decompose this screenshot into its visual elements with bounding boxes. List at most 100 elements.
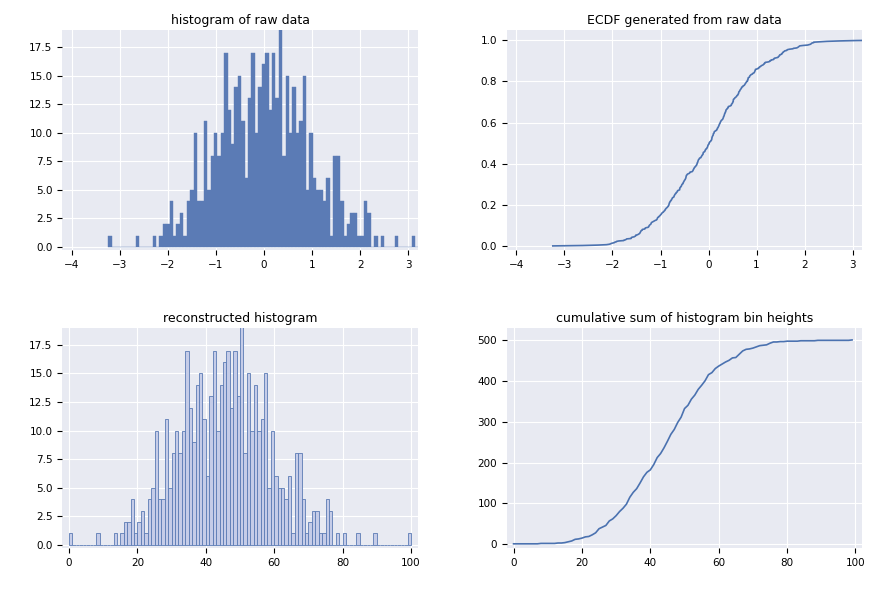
Bar: [354, 213, 357, 247]
Bar: [200, 201, 204, 247]
Bar: [136, 235, 139, 247]
Bar: [333, 156, 337, 247]
Bar: [168, 488, 172, 545]
Bar: [166, 224, 170, 247]
Bar: [296, 133, 300, 247]
Bar: [347, 224, 350, 247]
Bar: [285, 76, 289, 247]
Bar: [229, 408, 233, 545]
Bar: [108, 235, 112, 247]
Bar: [204, 121, 207, 247]
Bar: [445, 235, 449, 247]
Bar: [69, 533, 73, 545]
Bar: [187, 201, 190, 247]
Bar: [192, 442, 196, 545]
Bar: [326, 178, 330, 247]
Bar: [407, 533, 411, 545]
Bar: [318, 533, 322, 545]
Title: ECDF generated from raw data: ECDF generated from raw data: [587, 14, 782, 27]
Bar: [148, 499, 151, 545]
Title: histogram of raw data: histogram of raw data: [171, 14, 309, 27]
Bar: [155, 430, 158, 545]
Bar: [197, 201, 200, 247]
Bar: [220, 385, 223, 545]
Bar: [300, 121, 302, 247]
Bar: [395, 235, 398, 247]
Bar: [131, 499, 134, 545]
Bar: [298, 454, 301, 545]
Bar: [289, 133, 292, 247]
Bar: [274, 476, 277, 545]
Bar: [227, 350, 229, 545]
Bar: [170, 201, 173, 247]
Bar: [252, 52, 255, 247]
Bar: [124, 522, 127, 545]
Bar: [302, 76, 306, 247]
Bar: [203, 419, 206, 545]
Bar: [185, 350, 188, 545]
Bar: [412, 235, 415, 247]
Bar: [212, 350, 216, 545]
Bar: [350, 213, 354, 247]
Bar: [277, 488, 281, 545]
Bar: [276, 98, 279, 247]
Bar: [241, 121, 244, 247]
Bar: [218, 156, 220, 247]
Bar: [233, 350, 236, 545]
Bar: [223, 362, 227, 545]
Bar: [367, 213, 371, 247]
Bar: [179, 454, 182, 545]
Bar: [144, 533, 148, 545]
Bar: [306, 190, 309, 247]
Bar: [251, 430, 253, 545]
Bar: [255, 133, 259, 247]
Bar: [312, 511, 316, 545]
Bar: [151, 488, 155, 545]
Bar: [209, 396, 212, 545]
Bar: [236, 396, 240, 545]
Bar: [162, 499, 164, 545]
Bar: [282, 156, 285, 247]
Bar: [211, 156, 214, 247]
Bar: [196, 385, 199, 545]
Bar: [323, 201, 326, 247]
Bar: [158, 499, 162, 545]
Title: reconstructed histogram: reconstructed histogram: [163, 312, 317, 325]
Bar: [316, 190, 320, 247]
Bar: [199, 374, 203, 545]
Bar: [374, 235, 378, 247]
Bar: [177, 224, 180, 247]
Bar: [340, 201, 343, 247]
Bar: [214, 133, 218, 247]
Bar: [183, 235, 187, 247]
Bar: [159, 235, 163, 247]
Bar: [134, 533, 138, 545]
Bar: [182, 430, 185, 545]
Bar: [325, 499, 329, 545]
Bar: [114, 533, 117, 545]
Bar: [336, 533, 340, 545]
Bar: [180, 213, 183, 247]
Bar: [238, 76, 241, 247]
Bar: [164, 419, 168, 545]
Bar: [220, 133, 224, 247]
Bar: [305, 533, 308, 545]
Bar: [264, 374, 268, 545]
Bar: [224, 52, 228, 247]
Bar: [316, 511, 318, 545]
Bar: [295, 454, 298, 545]
Bar: [268, 488, 271, 545]
Bar: [309, 133, 313, 247]
Bar: [228, 110, 231, 247]
Bar: [257, 430, 260, 545]
Bar: [337, 156, 340, 247]
Bar: [172, 454, 175, 545]
Bar: [271, 430, 274, 545]
Bar: [279, 7, 282, 247]
Bar: [308, 522, 312, 545]
Bar: [261, 64, 265, 247]
Bar: [244, 454, 247, 545]
Bar: [329, 511, 332, 545]
Bar: [247, 374, 251, 545]
Bar: [292, 87, 296, 247]
